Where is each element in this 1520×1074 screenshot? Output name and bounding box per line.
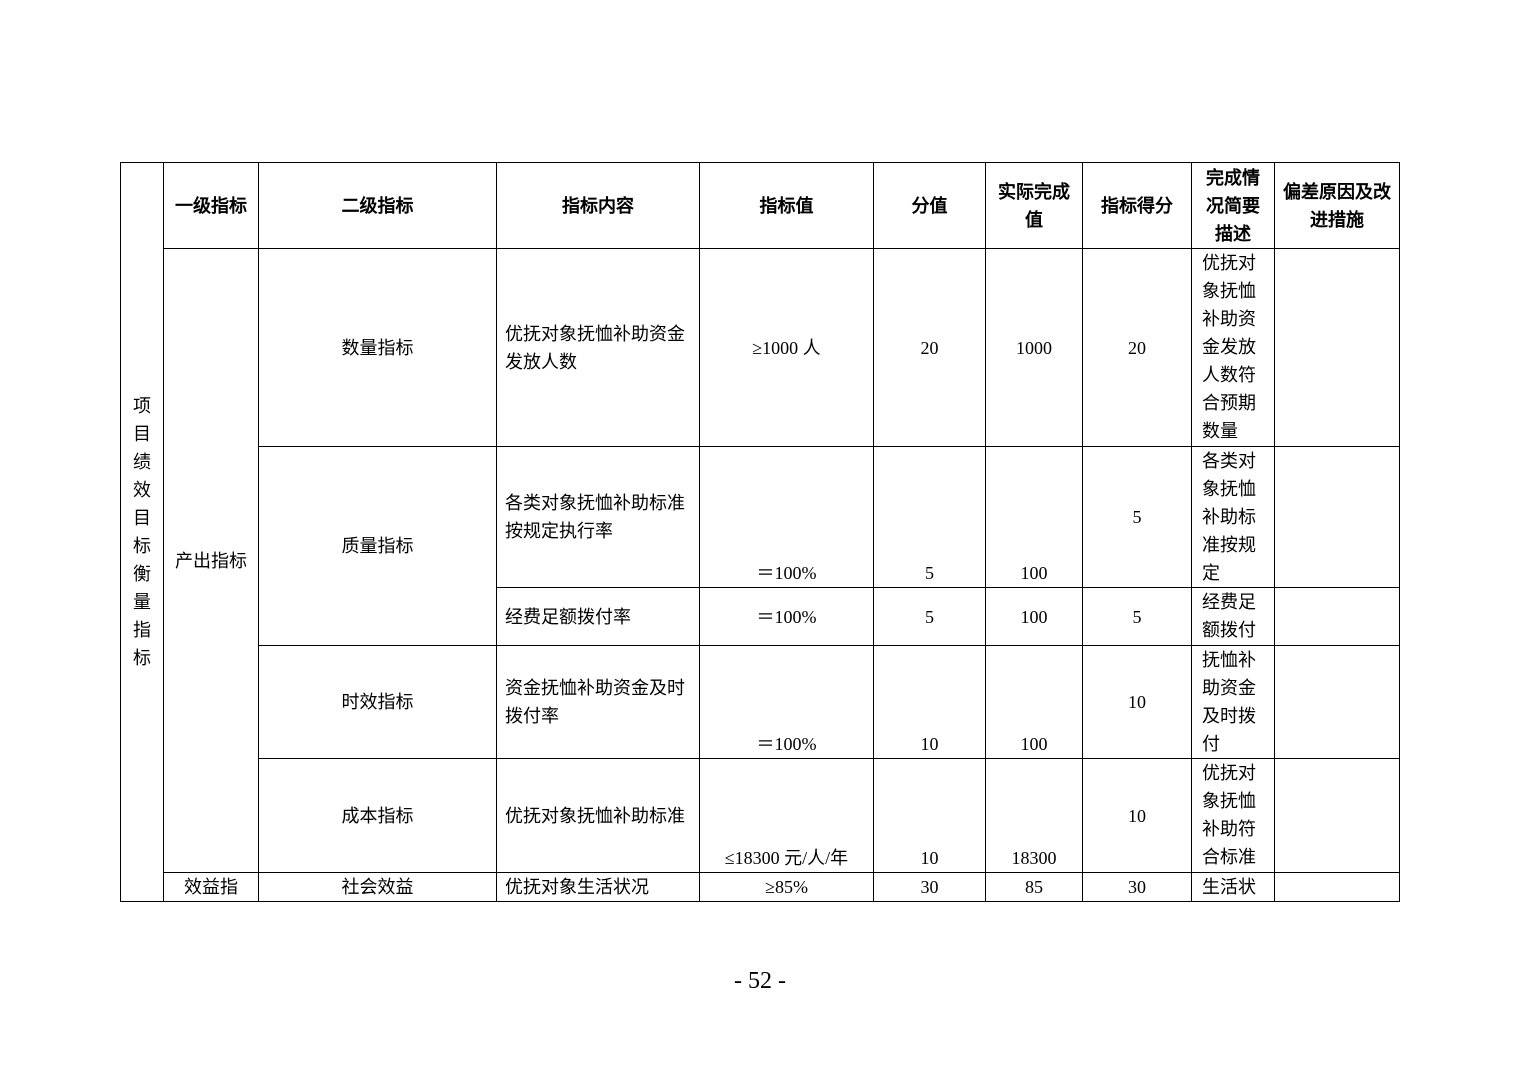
header-content: 指标内容 xyxy=(496,162,700,249)
actual-cell: 85 xyxy=(985,872,1083,902)
level2-cell: 成本指标 xyxy=(258,758,497,873)
actual-cell: 18300 xyxy=(985,758,1083,873)
header-score: 指标得分 xyxy=(1082,162,1192,249)
level2-cell: 数量指标 xyxy=(258,248,497,447)
header-level2: 二级指标 xyxy=(258,162,497,249)
table-row: 经费足额拨付率 ＝100% 5 100 5 经费足额拨付 xyxy=(121,587,1400,646)
content-cell: 经费足额拨付率 xyxy=(496,587,700,646)
deviation-cell xyxy=(1274,446,1400,588)
score-cell: 20 xyxy=(1082,248,1192,447)
actual-cell: 1000 xyxy=(985,248,1083,447)
deviation-cell xyxy=(1274,587,1400,646)
weight-cell: 5 xyxy=(873,587,986,646)
content-cell: 优抚对象抚恤补助标准 xyxy=(496,758,700,873)
weight-cell: 5 xyxy=(873,446,986,588)
target-cell: ＝100% xyxy=(699,446,874,588)
deviation-cell xyxy=(1274,872,1400,902)
target-cell: ＝100% xyxy=(699,645,874,759)
table-row: 成本指标 优抚对象抚恤补助标准 ≤18300 元/人/年 10 18300 10 优抚对象抚… xyxy=(121,758,1400,873)
target-cell: ≥85% xyxy=(699,872,874,902)
actual-cell: 100 xyxy=(985,645,1083,759)
target-cell: ≤18300 元/人/年 xyxy=(699,758,874,873)
deviation-cell xyxy=(1274,248,1400,447)
table-row: 时效指标 资金抚恤补助资金及时拨付率 ＝100% 10 100 10 抚恤补助资金及时拨付 xyxy=(121,645,1400,759)
description-cell: 优抚对象抚恤补助符合标准 xyxy=(1191,758,1275,873)
side-label: 项目绩效目标衡量指标 xyxy=(120,162,164,902)
header-target: 指标值 xyxy=(699,162,874,249)
content-cell: 优抚对象抚恤补助资金发放人数 xyxy=(496,248,700,447)
description-cell: 优抚对象抚恤补助资金发放人数符合预期数量 xyxy=(1191,248,1275,447)
level1-cell: 产出指标 xyxy=(163,248,259,873)
description-cell: 各类对象抚恤补助标准按规定 xyxy=(1191,446,1275,588)
content-cell: 各类对象抚恤补助标准按规定执行率 xyxy=(496,446,700,588)
header-level1: 一级指标 xyxy=(163,162,259,249)
header-description: 完成情况简要描述 xyxy=(1191,162,1275,249)
performance-table: 项目绩效目标衡量指标 一级指标 二级指标 指标内容 指标值 分值 实际完成值 指标得分 完成情况… xyxy=(120,162,1400,902)
table-row: 质量指标 各类对象抚恤补助标准按规定执行率 ＝100% 5 100 5 各类对象抚恤补助标准… xyxy=(121,446,1400,646)
score-cell: 30 xyxy=(1082,872,1192,902)
page-number: - 52 - xyxy=(734,968,786,994)
score-cell: 5 xyxy=(1082,446,1192,588)
weight-cell: 30 xyxy=(873,872,986,902)
target-cell: ＝100% xyxy=(699,587,874,646)
header-weight: 分值 xyxy=(873,162,986,249)
table-row: 产出指标 数量指标 优抚对象抚恤补助资金发放人数 ≥1000 人 20 1000 20 优抚对… xyxy=(121,248,1400,873)
target-cell: ≥1000 人 xyxy=(699,248,874,447)
actual-cell: 100 xyxy=(985,446,1083,588)
description-cell: 经费足额拨付 xyxy=(1191,587,1275,646)
content-cell: 优抚对象生活状况 xyxy=(496,872,700,902)
weight-cell: 20 xyxy=(873,248,986,447)
level2-cell: 社会效益 xyxy=(258,872,497,902)
weight-cell: 10 xyxy=(873,758,986,873)
level2-cell: 时效指标 xyxy=(258,645,497,759)
deviation-cell xyxy=(1274,758,1400,873)
score-cell: 5 xyxy=(1082,587,1192,646)
score-cell: 10 xyxy=(1082,645,1192,759)
actual-cell: 100 xyxy=(985,587,1083,646)
level1-cell: 效益指 xyxy=(163,872,259,902)
description-cell: 生活状 xyxy=(1191,872,1275,902)
table-row: 效益指 社会效益 优抚对象生活状况 ≥85% 30 85 30 生活状 xyxy=(121,872,1400,902)
header-actual: 实际完成值 xyxy=(985,162,1083,249)
description-cell: 抚恤补助资金及时拨付 xyxy=(1191,645,1275,759)
content-cell: 资金抚恤补助资金及时拨付率 xyxy=(496,645,700,759)
weight-cell: 10 xyxy=(873,645,986,759)
score-cell: 10 xyxy=(1082,758,1192,873)
level2-cell: 质量指标 xyxy=(258,446,497,646)
header-deviation: 偏差原因及改进措施 xyxy=(1274,162,1400,249)
deviation-cell xyxy=(1274,645,1400,759)
